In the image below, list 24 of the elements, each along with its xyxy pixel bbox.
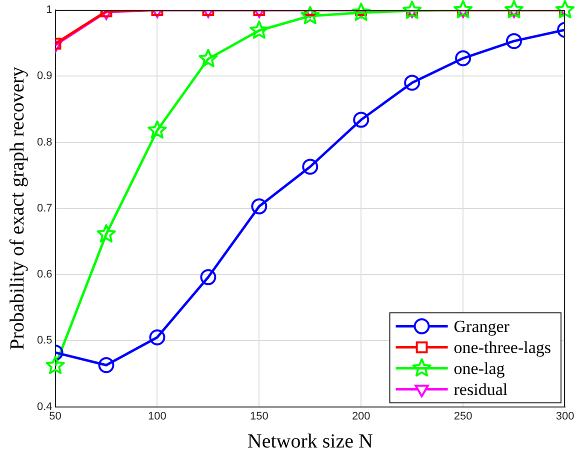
x-tick-label: 250 [454, 410, 472, 422]
x-tick-label: 100 [148, 410, 166, 422]
legend-label: Granger [454, 316, 510, 336]
point [149, 329, 166, 346]
legend-label: one-lag [454, 358, 506, 378]
legend-label: residual [454, 380, 508, 399]
y-tick-label: 0.4 [36, 400, 52, 413]
point [251, 198, 268, 214]
x-tick-label: 150 [250, 410, 268, 422]
x-tick-label: 50 [49, 410, 62, 422]
x-tick-label: 200 [352, 410, 370, 422]
point [200, 269, 216, 286]
y-tick-label: 1 [46, 4, 52, 16]
y-tick-label: 0.7 [36, 202, 52, 214]
y-axis-title: Probability of exact graph recovery [6, 66, 28, 350]
point [98, 357, 114, 374]
y-tick-label: 0.6 [36, 268, 52, 281]
legend-label: one-three-lags [454, 338, 552, 357]
y-tick-label: 0.5 [36, 334, 52, 347]
y-tick-label: 0.9 [36, 70, 52, 82]
x-axis-title: Network size N [247, 430, 373, 452]
y-tick-label: 0.8 [36, 136, 52, 148]
x-tick-label: 300 [556, 410, 574, 422]
point [46, 356, 65, 374]
